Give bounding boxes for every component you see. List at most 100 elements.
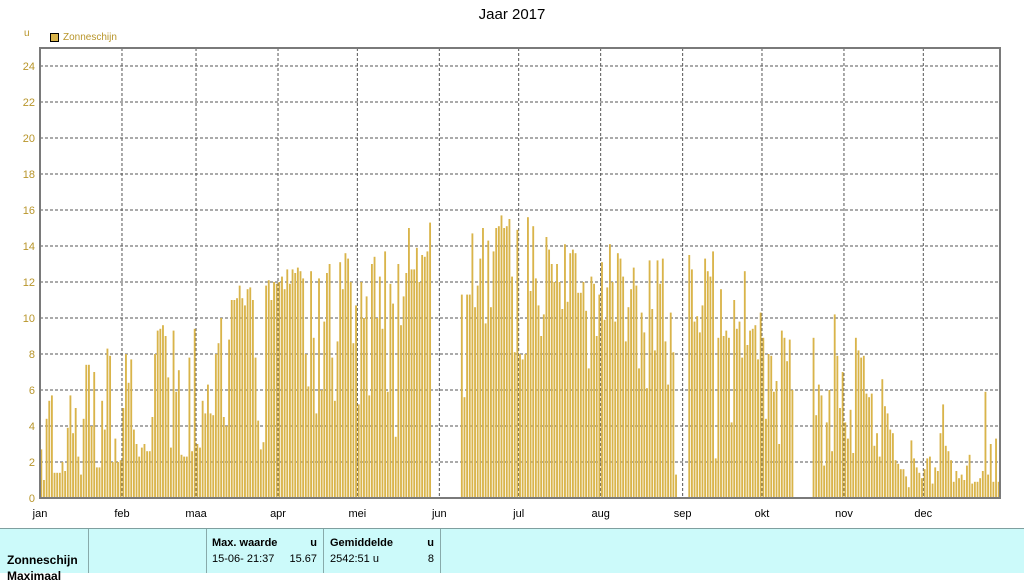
y-tick-label: 18	[23, 169, 35, 181]
bar	[275, 283, 278, 498]
x-tick-label: jan	[32, 508, 48, 520]
bar	[426, 251, 429, 498]
bar	[923, 469, 926, 498]
bar	[48, 400, 51, 498]
bar	[873, 445, 876, 498]
bar	[558, 282, 561, 498]
bar	[960, 474, 963, 498]
y-tick-label: 8	[29, 349, 35, 361]
bar	[690, 269, 693, 498]
bar	[373, 256, 376, 498]
bar	[733, 300, 736, 498]
bar	[254, 357, 257, 498]
bar	[688, 255, 691, 498]
bar	[944, 445, 947, 498]
x-tick-label: dec	[914, 508, 932, 520]
bar	[653, 350, 656, 498]
bar	[201, 400, 204, 498]
bar	[159, 328, 162, 498]
bar	[566, 301, 569, 498]
bar	[614, 321, 617, 498]
bar	[193, 328, 196, 498]
bar	[185, 456, 188, 498]
bar	[815, 415, 818, 498]
bar	[889, 429, 892, 498]
bar	[746, 345, 749, 498]
bar	[622, 276, 625, 498]
bar	[111, 462, 114, 498]
bar	[545, 237, 548, 498]
bar	[336, 341, 339, 498]
bar	[484, 323, 487, 498]
bar	[775, 381, 778, 498]
bar	[556, 264, 558, 498]
bar	[511, 276, 513, 498]
bar	[527, 217, 529, 498]
bar	[720, 289, 722, 498]
bar	[257, 420, 260, 498]
bar	[415, 247, 418, 498]
bar	[942, 404, 945, 498]
bar	[984, 391, 987, 498]
data-table: Max. waarde u 15-06- 21:37 15.67 Gemidde…	[0, 528, 1024, 583]
bar	[619, 258, 622, 498]
bar	[791, 390, 794, 498]
bar	[355, 305, 357, 498]
bar	[989, 444, 992, 498]
y-tick-label: 0	[29, 493, 35, 505]
bar	[66, 427, 69, 498]
bar	[82, 418, 85, 498]
bar	[590, 276, 593, 498]
max-unit: u	[310, 537, 317, 549]
table-empty-column	[89, 529, 207, 573]
bar	[492, 251, 495, 498]
bar	[69, 395, 72, 498]
bar	[542, 314, 545, 498]
bar	[931, 483, 934, 498]
avg-value: 8	[427, 553, 434, 565]
y-tick-label: 10	[23, 313, 35, 325]
bar	[630, 289, 632, 498]
y-tick-label: 6	[29, 385, 35, 397]
bar	[148, 451, 151, 498]
bar	[963, 480, 966, 498]
bar	[286, 269, 289, 498]
bar	[217, 343, 220, 498]
bar	[661, 258, 664, 498]
bar	[249, 287, 252, 498]
bar	[183, 456, 186, 498]
bar	[534, 278, 537, 498]
bar	[347, 258, 350, 498]
bar	[587, 368, 590, 498]
bar	[926, 458, 929, 498]
avg-header: Gemiddelde	[330, 537, 393, 549]
bar	[778, 444, 781, 498]
bar	[772, 391, 775, 498]
bar	[712, 251, 714, 498]
table-max-column: Max. waarde u 15-06- 21:37 15.67	[207, 529, 324, 573]
max-value: 15.67	[289, 553, 317, 565]
bar	[648, 260, 651, 498]
bar	[273, 282, 275, 498]
legend-label: Zonneschijn	[63, 32, 117, 43]
avg-total: 2542:51 u	[330, 553, 379, 565]
bar	[294, 273, 297, 498]
bar	[61, 462, 64, 498]
bar	[616, 253, 619, 498]
bar	[603, 319, 606, 498]
bar	[405, 273, 408, 498]
bar	[262, 442, 265, 498]
bar	[878, 456, 881, 498]
bar	[381, 328, 384, 498]
bar	[595, 336, 598, 498]
bar	[370, 264, 373, 498]
x-tick-label: aug	[591, 508, 609, 520]
bar	[429, 222, 432, 498]
bar	[698, 332, 701, 498]
legend-swatch	[50, 33, 59, 42]
bar	[738, 321, 741, 498]
bar	[220, 318, 223, 498]
y-tick-label: 14	[23, 241, 35, 253]
bar	[53, 472, 56, 498]
bar	[500, 215, 503, 498]
